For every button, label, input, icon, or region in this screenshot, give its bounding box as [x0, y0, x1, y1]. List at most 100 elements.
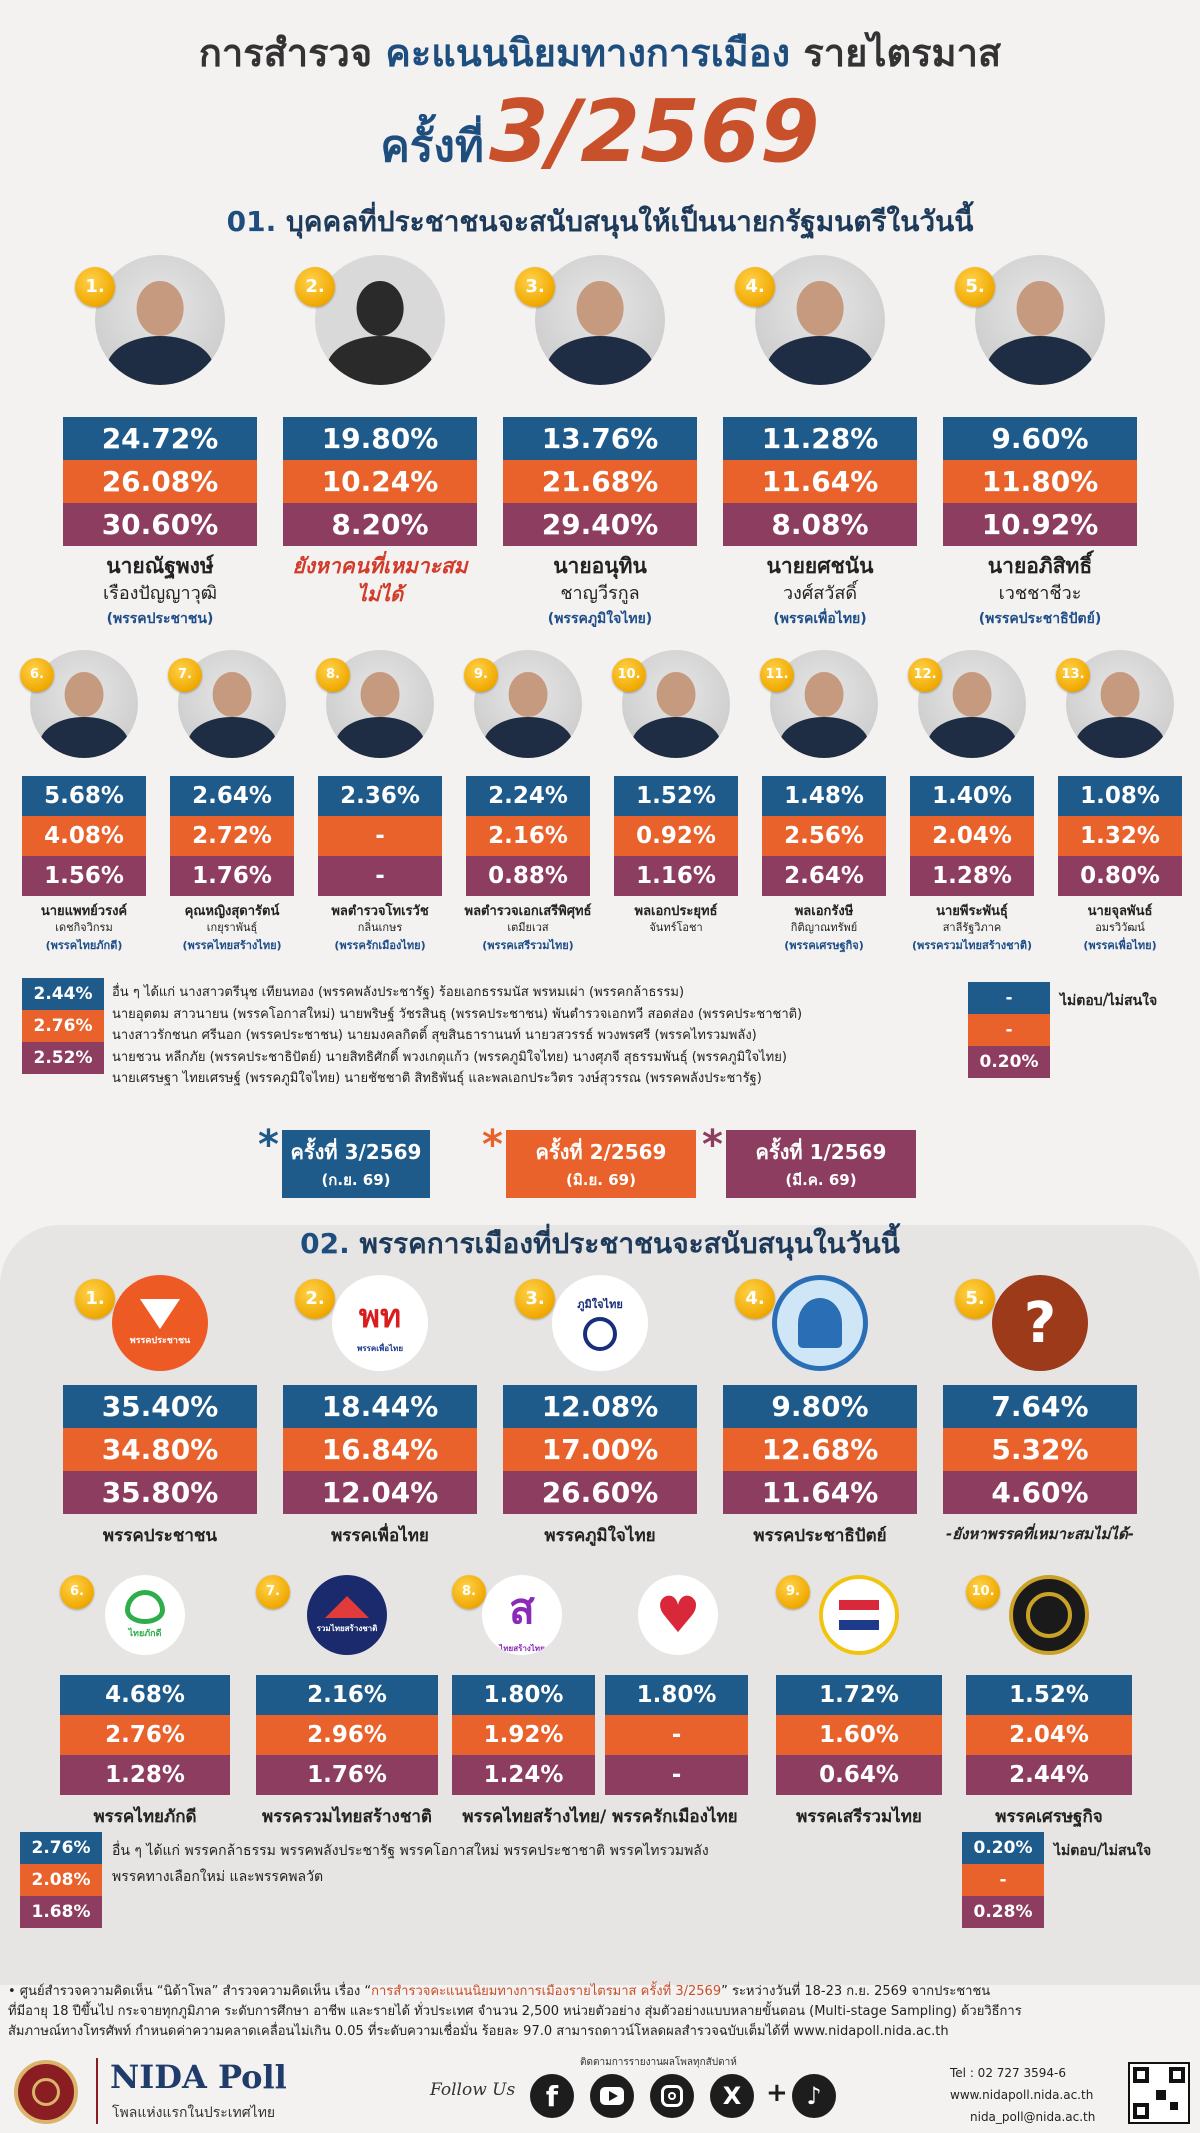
- candidate-values: 24.72% 26.08% 30.60%: [63, 417, 257, 546]
- logo-mark: [125, 1590, 165, 1624]
- party-value-q2: 2.04%: [966, 1715, 1132, 1755]
- candidate-values: 1.08% 1.32% 0.80%: [1058, 776, 1182, 896]
- photo-head: [1100, 671, 1140, 717]
- candidate-party: (พรรคเพื่อไทย): [1083, 939, 1157, 952]
- logo-mark: [839, 1600, 879, 1630]
- instagram-icon[interactable]: [650, 2074, 694, 2118]
- party-card: 10. 1.52% 2.04% 2.44% พรรคเศรษฐกิจ: [966, 1575, 1132, 1827]
- footer: NIDA Poll โพลแห่งแรกในประเทศไทย Follow U…: [0, 2052, 1200, 2133]
- party-card: ภูมิใจไทย 3. 12.08% 17.00% 26.60% พรรคภูมิใจไ…: [503, 1275, 697, 1555]
- candidate-value-q2: 11.64%: [723, 460, 917, 503]
- others2-line: พรรคทางเลือกใหม่ และพรรคพลวัต: [112, 1869, 324, 1885]
- party-values: 9.80% 12.68% 11.64%: [723, 1385, 917, 1514]
- party-value-q3: 4.68%: [60, 1675, 230, 1715]
- candidate-name: นายยศชนัน: [766, 554, 874, 578]
- party-value-q2: 2.96%: [256, 1715, 438, 1755]
- candidate-card: 3. 13.76% 21.68% 29.40% นายอนุทิน ชาญวีรกูล (พ…: [503, 255, 697, 635]
- photo-body: [986, 335, 1094, 385]
- photo-body: [1075, 716, 1165, 758]
- candidate-value-q2: 2.16%: [466, 816, 590, 856]
- candidate-value-q1: 2.64%: [762, 856, 886, 896]
- photo-head: [508, 671, 548, 717]
- candidate-values: 9.60% 11.80% 10.92%: [943, 417, 1137, 546]
- youtube-icon[interactable]: [590, 2074, 634, 2118]
- facebook-icon[interactable]: f: [530, 2074, 574, 2118]
- rank-badge: 7.: [256, 1575, 290, 1609]
- logo-text: ไทยภักดี: [128, 1629, 162, 1639]
- candidate-value-q3: 24.72%: [63, 417, 257, 460]
- noanswer1-q1: 0.20%: [968, 1046, 1050, 1078]
- party-value-q2: 17.00%: [503, 1428, 697, 1471]
- candidate-surname: กลิ่นเกษร: [357, 921, 403, 934]
- legend-q1: ครั้งที่ 1/2569 (มี.ค. 69): [726, 1130, 916, 1198]
- candidate-name: นายจุลพันธ์: [1087, 904, 1153, 919]
- candidate-party: (พรรคภูมิใจไทย): [547, 611, 653, 627]
- candidate-card: 13. 1.08% 1.32% 0.80% นายจุลพันธ์ อมรวิวัฒน์ (…: [1056, 650, 1182, 970]
- noanswer2-q3: 0.20%: [962, 1832, 1044, 1864]
- logo-mark: [325, 1595, 369, 1618]
- party-values: 12.08% 17.00% 26.60%: [503, 1385, 697, 1514]
- footnote-text-b: ” ระหว่างวันที่ 18-23 ก.ย. 2569 จากประชา…: [721, 1984, 991, 1999]
- party-value-q2: -: [605, 1715, 748, 1755]
- photo-head: [804, 671, 844, 717]
- candidate-party: (พรรคไทยภักดี): [45, 939, 123, 952]
- party-value-q2: 1.92%: [452, 1715, 595, 1755]
- candidate-card: 11. 1.48% 2.56% 2.64% พลเอกรังษี กิติญาณทรัพย…: [760, 650, 886, 970]
- section2-heading: 02. พรรคการเมืองที่ประชาชนจะสนับสนุนในวั…: [0, 1222, 1200, 1266]
- photo-body: [631, 716, 721, 758]
- noanswer2-q1: 0.28%: [962, 1896, 1044, 1928]
- others2-q1: 1.68%: [20, 1896, 102, 1928]
- party-value-q1: 1.28%: [60, 1755, 230, 1795]
- thai-sang-thai-logo-icon: สไทยสร้างไทย: [482, 1575, 562, 1655]
- candidate-values: 5.68% 4.08% 1.56%: [22, 776, 146, 896]
- rank-badge: 8.: [316, 658, 350, 692]
- x-twitter-icon[interactable]: X: [710, 2074, 754, 2118]
- candidate-party: (พรรครักเมืองไทย): [334, 939, 426, 952]
- candidate-photo: [326, 650, 434, 758]
- section2-number: 02.: [300, 1227, 350, 1260]
- legend-star-q1: *: [702, 1122, 723, 1168]
- candidate-party: (พรรคเพื่อไทย): [773, 611, 867, 627]
- candidate-value-q2: 21.68%: [503, 460, 697, 503]
- candidate-value-q1: 1.76%: [170, 856, 294, 896]
- legend-star-q3: *: [258, 1122, 279, 1168]
- candidate-value-q1: 8.08%: [723, 503, 917, 546]
- party-value-q1: 11.64%: [723, 1471, 917, 1514]
- party-value-q2: 16.84%: [283, 1428, 477, 1471]
- seri-ruam-thai-logo-icon: [819, 1575, 899, 1655]
- legend-q1-sub: (มี.ค. 69): [785, 1171, 857, 1189]
- candidate-value-q2: 4.08%: [22, 816, 146, 856]
- footnote-line1: • ศูนย์สำรวจความคิดเห็น “นิด้าโพล” สำรวจ…: [8, 1982, 1193, 2002]
- candidate-values: 13.76% 21.68% 29.40%: [503, 417, 697, 546]
- party-value-q1: 0.64%: [776, 1755, 942, 1795]
- people-party-logo-icon: พรรคประชาชน: [112, 1275, 208, 1371]
- candidate-values: 2.36% - -: [318, 776, 442, 896]
- photo-head: [136, 281, 184, 336]
- noanswer1-label: ไม่ตอบ/ไม่สนใจ: [1060, 993, 1158, 1009]
- question-mark-icon: ?: [992, 1275, 1088, 1371]
- rank-badge: 2.: [295, 267, 335, 307]
- heart-icon: ♥: [655, 1586, 701, 1644]
- footer-email[interactable]: nida_poll@nida.ac.th: [970, 2110, 1096, 2124]
- candidate-surname: เรืองปัญญาวุฒิ: [103, 583, 217, 604]
- party-value-q1: -: [605, 1755, 748, 1795]
- footer-web[interactable]: www.nidapoll.nida.ac.th: [950, 2088, 1094, 2102]
- party-value-q1: 26.60%: [503, 1471, 697, 1514]
- survey-round: ครั้งที่ 3/2569: [0, 82, 1200, 182]
- party-name: พรรครวมไทยสร้างชาติ: [262, 1807, 432, 1827]
- photo-head: [356, 281, 404, 336]
- candidate-value-q2: 0.92%: [614, 816, 738, 856]
- thai-pakdee-logo-icon: ไทยภักดี: [105, 1575, 185, 1655]
- party-card: สไทยสร้างไทย ♥ 8. 1.80% 1.92% 1.24% 1.80% - - พรร…: [452, 1575, 748, 1827]
- party-name: พรรคเศรษฐกิจ: [995, 1807, 1103, 1827]
- candidate-value-q1: 29.40%: [503, 503, 697, 546]
- others1-q1: 2.52%: [22, 1042, 104, 1074]
- candidate-value-q3: 5.68%: [22, 776, 146, 816]
- candidate-value-q3: 11.28%: [723, 417, 917, 460]
- party-values: 1.80% 1.92% 1.24%: [452, 1675, 595, 1795]
- tiktok-icon[interactable]: ♪: [792, 2074, 836, 2118]
- photo-body: [483, 716, 573, 758]
- candidate-value-q2: 11.80%: [943, 460, 1137, 503]
- candidate-name: นายอภิสิทธิ์: [987, 554, 1093, 578]
- candidate-value-q3: 2.24%: [466, 776, 590, 816]
